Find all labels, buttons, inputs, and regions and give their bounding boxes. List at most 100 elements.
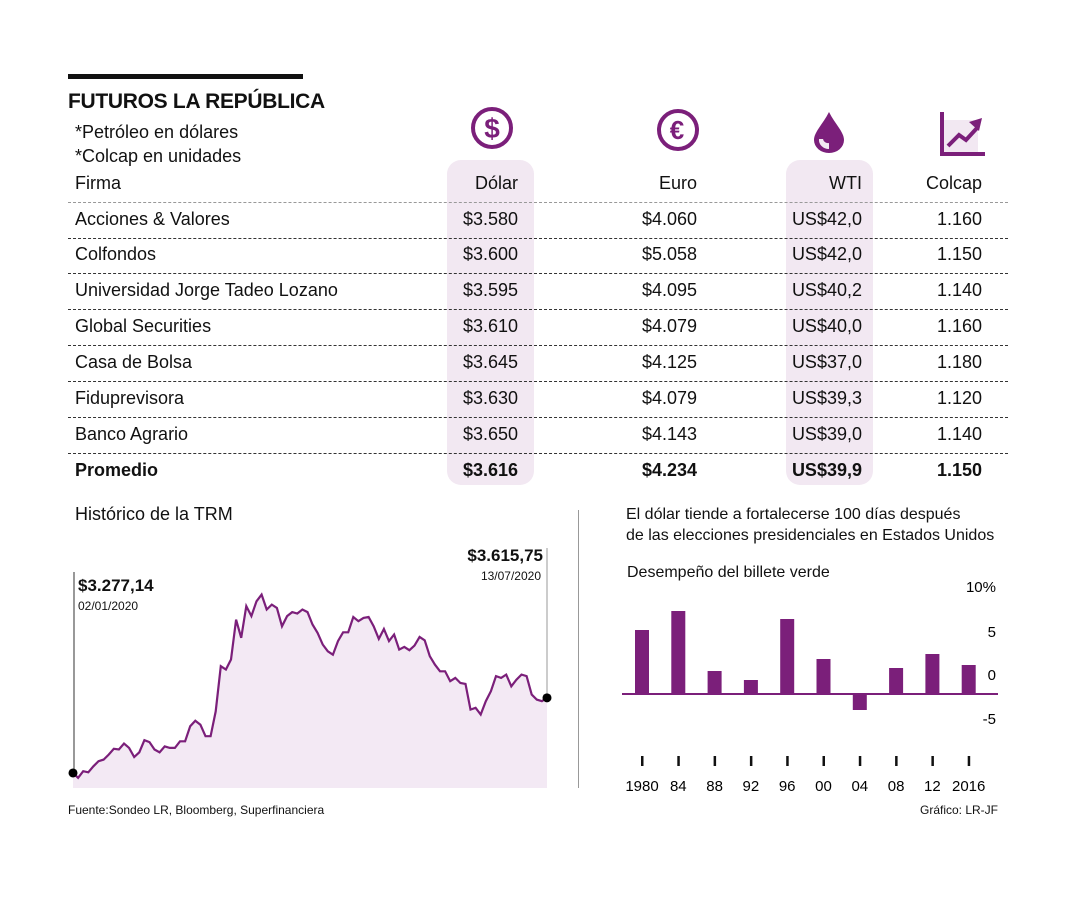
trm-end-value: $3.615,75 (467, 546, 543, 565)
bar-84 (671, 611, 686, 694)
column-header: Firma (75, 173, 121, 193)
y-tick-label: -5 (983, 711, 996, 728)
page-title: FUTUROS LA REPÚBLICA (68, 90, 325, 113)
trm-area-chart (68, 548, 552, 788)
source-note: Fuente:Sondeo LR, Bloomberg, Superfinanc… (68, 803, 325, 817)
table-row-cell: US$37,0 (791, 352, 862, 372)
table-row-cell: $3.630 (462, 388, 518, 408)
bar-08 (889, 668, 904, 694)
table-row-cell: Global Securities (75, 316, 212, 336)
dolar-column-highlight (447, 160, 534, 485)
table-row-cell: Fiduprevisora (75, 388, 185, 408)
title-rule (68, 74, 303, 79)
table-row-cell: $3.580 (462, 209, 518, 229)
table-row-cell: $3.600 (462, 244, 518, 264)
trm-end-point (542, 693, 552, 703)
table-row-cell: $3.595 (462, 280, 518, 300)
trm-area (73, 594, 547, 788)
table-row-cell: US$42,0 (791, 244, 862, 264)
bar-00 (816, 659, 831, 694)
bar-2016 (961, 665, 976, 694)
x-tick-label: 00 (815, 778, 832, 795)
section-divider (578, 510, 579, 788)
table-row-cell: $4.095 (641, 280, 697, 300)
x-tick (858, 756, 862, 766)
column-header: Dólar (474, 173, 518, 193)
table-row-cell: 1.160 (936, 209, 982, 229)
column-header: Colcap (925, 173, 982, 193)
row-divider (68, 381, 1008, 382)
table-row-cell: 1.180 (936, 352, 982, 372)
average-row-cell: $4.234 (641, 460, 697, 480)
average-row-cell: US$39,9 (791, 460, 862, 480)
table-row-cell: $4.079 (641, 388, 697, 408)
euro-circle-icon: € (657, 109, 699, 151)
table-row-cell: $3.610 (462, 316, 518, 336)
trm-start-point (68, 768, 78, 778)
x-tick (931, 756, 934, 766)
y-tick-label: 5 (988, 624, 996, 641)
y-tick-label: 0 (988, 667, 996, 684)
table-row-cell: Banco Agrario (75, 424, 189, 444)
table-row-cell: Universidad Jorge Tadeo Lozano (75, 280, 338, 300)
x-tick-label: 84 (670, 778, 687, 795)
x-tick (822, 756, 825, 766)
row-divider (68, 345, 1008, 346)
row-divider (68, 238, 1008, 239)
table-row-cell: 1.120 (936, 388, 982, 408)
bar-chart-title: El dólar tiende a fortalecerse 100 días … (626, 506, 961, 523)
x-tick (786, 756, 789, 766)
x-tick (677, 756, 680, 766)
table-row-cell: $4.060 (641, 209, 697, 229)
bar-92 (743, 680, 758, 694)
table-row-cell: US$40,2 (791, 280, 862, 300)
x-tick (641, 756, 644, 766)
table-row-cell: $3.645 (462, 352, 518, 372)
bar-chart-subtitle: de las elecciones presidenciales en Esta… (626, 527, 995, 544)
table-row-cell: 1.140 (936, 424, 982, 444)
table-row-cell: Casa de Bolsa (75, 352, 193, 372)
credit-note: Gráfico: LR-JF (920, 803, 999, 817)
y-tick-label: 10% (966, 579, 996, 596)
trm-line (72, 592, 548, 780)
trm-end-date: 13/07/2020 (480, 569, 541, 583)
dollar-circle-icon: $ (471, 107, 513, 149)
table-row-cell: 1.150 (936, 244, 982, 264)
election-bar-chart: 1980 84 88 92 96 00 04 08 12 2016 10% 5 0 -5 (622, 579, 998, 795)
wti-column-highlight (786, 160, 873, 485)
table-row-cell: 1.140 (936, 280, 982, 300)
table-row-cell: $4.143 (641, 424, 697, 444)
x-tick-label: 92 (743, 778, 760, 795)
table-row-cell: US$39,3 (791, 388, 862, 408)
table-row-cell: US$40,0 (791, 316, 862, 336)
x-tick (749, 756, 753, 766)
bar-chart-ylabel: Desempeño del billete verde (627, 564, 830, 581)
svg-text:€: € (670, 115, 684, 145)
row-divider (68, 202, 1008, 203)
average-row-cell: $3.616 (462, 460, 518, 480)
chart-up-arrow-icon (940, 112, 985, 156)
table-row-cell: US$39,0 (791, 424, 862, 444)
bar-88 (707, 671, 722, 694)
row-divider (68, 417, 1008, 418)
row-divider (68, 309, 1008, 310)
table-row-cell: $4.079 (641, 316, 697, 336)
note-petroleo: *Petróleo en dólares (75, 122, 239, 142)
table-row-cell: Acciones & Valores (75, 209, 230, 229)
table-row-cell: US$42,0 (791, 209, 862, 229)
trm-start-date: 02/01/2020 (78, 599, 139, 613)
column-header: Euro (658, 173, 697, 193)
average-row-cell: Promedio (75, 460, 159, 480)
row-divider (68, 273, 1008, 274)
x-tick (713, 756, 717, 766)
bar-04 (852, 694, 867, 710)
x-tick-label: 2016 (952, 778, 985, 795)
column-header: WTI (829, 173, 862, 193)
table-row-cell: $4.125 (641, 352, 697, 372)
oil-drop-icon (814, 112, 844, 153)
table-row-cell: $5.058 (641, 244, 697, 264)
x-tick (967, 756, 971, 766)
x-tick-label: 96 (779, 778, 796, 795)
table-row-cell: $3.650 (462, 424, 518, 444)
x-tick-label: 1980 (625, 778, 658, 795)
